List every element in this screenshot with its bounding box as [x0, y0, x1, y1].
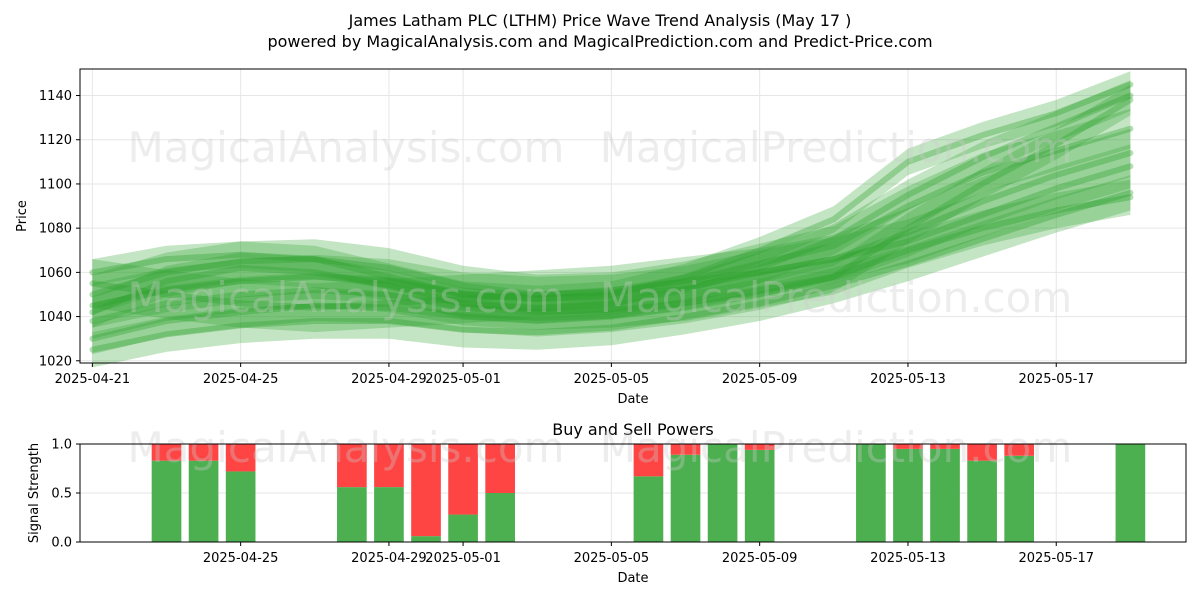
signal-y-label: Signal Strength — [27, 443, 42, 543]
buy-bar — [448, 514, 478, 542]
price-wave-line — [89, 150, 1134, 311]
buy-bar — [411, 536, 441, 542]
buy-bar — [930, 448, 960, 542]
price-wave-band — [92, 84, 1131, 355]
price-x-tick-label: 2025-05-01 — [425, 372, 501, 387]
buy-bar — [1115, 444, 1146, 542]
buy-bar — [374, 487, 404, 542]
watermark-2: MagicalPrediction.com — [600, 123, 1073, 172]
sell-bar — [411, 444, 441, 537]
signal-x-tick-label: 2025-05-01 — [425, 551, 501, 566]
buy-bar — [967, 460, 997, 542]
signal-x-tick-label: 2025-05-05 — [574, 551, 650, 566]
price-x-ticks: 2025-04-21 2025-04-25 2025-04-292025-05-01… — [55, 363, 1094, 387]
buy-bar — [744, 449, 775, 542]
signal-x-tick-label: 2025-05-13 — [870, 551, 946, 566]
watermark-4: MagicalPrediction.com — [600, 273, 1073, 322]
price-y-label: Price — [15, 200, 30, 232]
chart-subtitle: powered by MagicalAnalysis.com and Magic… — [267, 32, 932, 51]
price-x-tick-label: 2025-04-29 — [351, 372, 427, 387]
sell-bar — [633, 444, 664, 477]
sell-bar — [930, 444, 960, 449]
price-wave-band — [92, 144, 1131, 328]
price-y-tick-label: 1060 — [39, 266, 72, 281]
price-wave-line — [89, 92, 1134, 316]
signal-title: Buy and Sell Powers — [552, 420, 714, 439]
buy-bar — [893, 448, 923, 542]
chart-title: James Latham PLC (LTHM) Price Wave Trend… — [348, 11, 852, 30]
signal-panel: Buy and Sell Powers MagicalAnalysis.com … — [27, 420, 1187, 586]
price-x-tick-label: 2025-05-17 — [1018, 372, 1094, 387]
signal-y-tick-label: 1.0 — [51, 438, 72, 453]
signal-bars — [151, 444, 1146, 542]
price-wave-band — [92, 108, 1131, 315]
price-wave-band — [92, 128, 1131, 333]
sell-bar — [670, 444, 701, 455]
price-wave-line — [89, 125, 1134, 298]
sell-bar — [744, 444, 775, 450]
price-y-tick-label: 1080 — [39, 222, 72, 237]
price-x-tick-label: 2025-05-13 — [870, 372, 946, 387]
price-panel: MagicalAnalysis.com MagicalPrediction.co… — [15, 68, 1187, 407]
signal-x-tick-label: 2025-05-17 — [1018, 551, 1094, 566]
signal-x-tick-label: 2025-04-29 — [351, 551, 427, 566]
price-y-tick-label: 1140 — [39, 89, 72, 104]
signal-x-label: Date — [617, 571, 648, 586]
price-wave-band — [92, 175, 1131, 368]
price-y-ticks: 1020 1040 1060 1080 1100 1120 1140 — [39, 89, 80, 369]
sell-bar — [225, 444, 256, 472]
price-wave-line — [89, 81, 1134, 302]
signal-y-tick-label: 0.0 — [51, 536, 72, 551]
price-x-tick-label: 2025-05-05 — [574, 372, 650, 387]
price-y-tick-label: 1040 — [39, 310, 72, 325]
price-plot-frame — [79, 68, 1187, 364]
buy-bar — [225, 471, 256, 542]
price-grid — [80, 69, 1186, 363]
buy-bar — [670, 454, 701, 542]
buy-bar — [151, 460, 182, 542]
sell-bar — [967, 444, 997, 461]
watermark-6: MagicalPrediction.com — [600, 423, 1073, 472]
price-wave-line — [89, 189, 1134, 353]
watermark-3: MagicalAnalysis.com — [128, 273, 565, 322]
price-y-tick-label: 1020 — [39, 354, 72, 369]
signal-x-tick-label: 2025-05-09 — [722, 551, 798, 566]
price-wave-band — [92, 179, 1131, 339]
signal-y-ticks: 0.0 0.5 1.0 — [51, 438, 80, 551]
price-wave-line — [89, 96, 1134, 342]
watermark-5: MagicalAnalysis.com — [128, 423, 565, 472]
price-x-tick-label: 2025-05-09 — [722, 372, 798, 387]
price-wave-line — [89, 194, 1134, 324]
sell-bar — [485, 444, 515, 493]
price-y-tick-label: 1120 — [39, 133, 72, 148]
price-x-label: Date — [617, 392, 648, 407]
sell-bar — [893, 444, 923, 449]
signal-y-tick-label: 0.5 — [51, 487, 72, 502]
sell-bar — [188, 444, 219, 461]
buy-bar — [856, 444, 886, 542]
buy-bar — [188, 460, 219, 542]
sell-bar — [374, 444, 404, 488]
price-wave-band — [92, 80, 1131, 328]
buy-bar — [1004, 455, 1035, 542]
signal-x-tick-label: 2025-04-25 — [203, 551, 279, 566]
watermark-1: MagicalAnalysis.com — [128, 123, 565, 172]
price-wave-line — [89, 163, 1134, 309]
price-x-tick-label: 2025-04-21 — [55, 372, 131, 387]
sell-bar — [151, 444, 182, 461]
price-y-tick-label: 1100 — [39, 177, 72, 192]
sell-bar — [337, 444, 367, 488]
buy-bar — [337, 487, 367, 542]
buy-bar — [633, 476, 664, 542]
buy-bar — [707, 444, 738, 542]
price-waves — [89, 71, 1134, 368]
sell-bar — [448, 444, 478, 515]
buy-bar — [485, 493, 515, 542]
price-x-tick-label: 2025-04-25 — [203, 372, 279, 387]
sell-bar — [1004, 444, 1035, 456]
